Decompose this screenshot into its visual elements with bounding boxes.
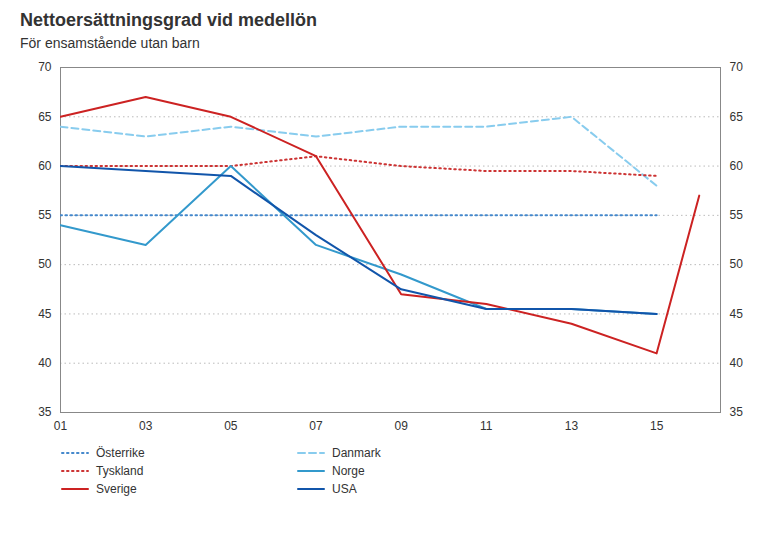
svg-text:60: 60 (730, 159, 744, 173)
html-text:För ensamstående utan barn: För ensamstående utan barn (20, 35, 200, 51)
svg-text:55: 55 (38, 208, 52, 222)
html-text:Norge: Norge (332, 464, 365, 478)
svg-text:01: 01 (54, 419, 68, 433)
html-text:USA: USA (332, 482, 357, 496)
svg-text:40: 40 (730, 356, 744, 370)
svg-text:45: 45 (38, 307, 52, 321)
svg-text:70: 70 (730, 60, 744, 74)
svg-text:50: 50 (730, 257, 744, 271)
svg-text:40: 40 (38, 356, 52, 370)
svg-text:15: 15 (650, 419, 664, 433)
svg-text:50: 50 (38, 257, 52, 271)
html-text:Danmark: Danmark (332, 446, 381, 460)
svg-text:13: 13 (565, 419, 579, 433)
svg-text:35: 35 (730, 405, 744, 419)
svg-text:09: 09 (394, 419, 408, 433)
svg-text:05: 05 (224, 419, 238, 433)
svg-text:35: 35 (38, 405, 52, 419)
svg-text:65: 65 (730, 110, 744, 124)
svg-text:45: 45 (730, 307, 744, 321)
svg-text:70: 70 (38, 60, 52, 74)
html-text:Tyskland: Tyskland (96, 464, 144, 478)
html-text:Nettoersättningsgrad vid medel: Nettoersättningsgrad vid medellön (20, 10, 317, 30)
html-text:Sverige: Sverige (96, 482, 137, 496)
svg-text:65: 65 (38, 110, 52, 124)
html-text:Österrike: Österrike (96, 446, 145, 460)
svg-text:55: 55 (730, 208, 744, 222)
svg-text:11: 11 (480, 419, 493, 433)
svg-text:07: 07 (309, 419, 323, 433)
svg-text:60: 60 (38, 159, 52, 173)
svg-text:03: 03 (139, 419, 153, 433)
